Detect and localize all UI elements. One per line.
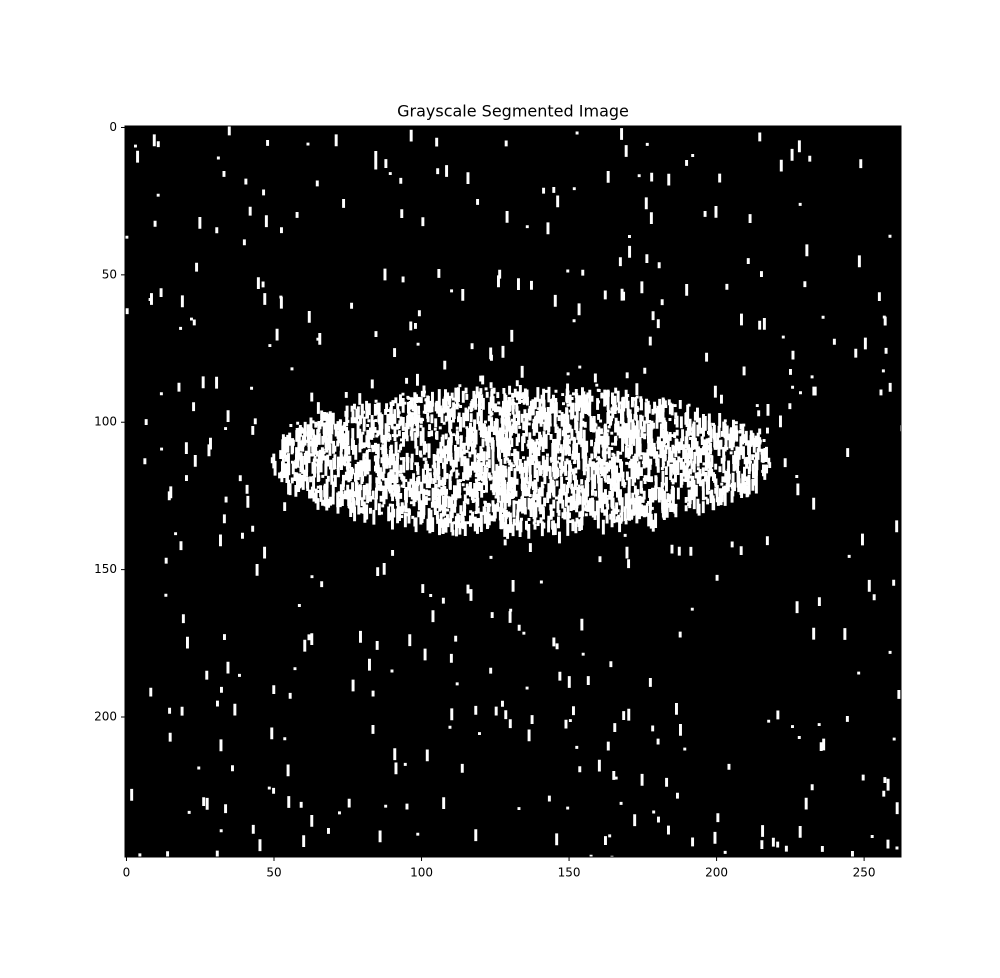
y-tick-label: 150 <box>94 562 117 576</box>
x-tick-label: 250 <box>853 866 876 880</box>
x-tick-label: 100 <box>410 866 433 880</box>
x-tick-label: 200 <box>705 866 728 880</box>
y-tick-label: 50 <box>102 267 117 281</box>
y-tick-label: 100 <box>94 415 117 429</box>
x-tick-label: 0 <box>123 866 131 880</box>
chart-title: Grayscale Segmented Image <box>397 102 629 121</box>
y-tick-label: 0 <box>109 120 117 134</box>
x-tick-label: 150 <box>558 866 581 880</box>
image-texture <box>125 126 904 867</box>
y-tick-label: 200 <box>94 709 117 723</box>
x-tick-label: 50 <box>266 866 281 880</box>
image <box>125 126 904 867</box>
axes-frame <box>124 125 902 858</box>
